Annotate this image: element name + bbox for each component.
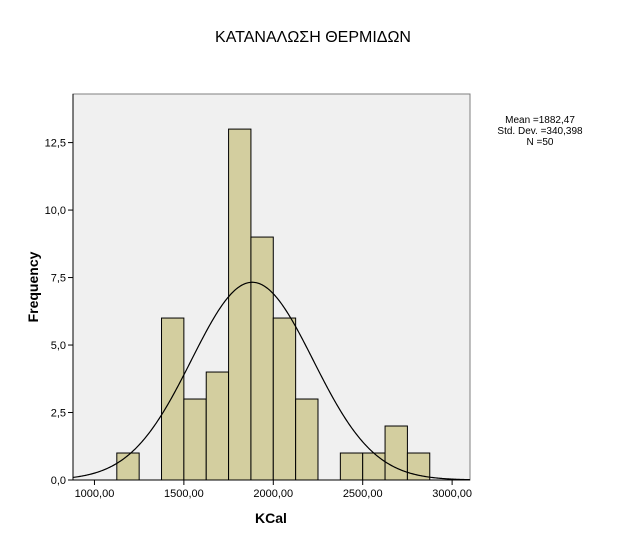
histogram-bar-0: [116, 452, 140, 481]
histogram-bar-9: [362, 452, 386, 481]
stats-n: N =50: [527, 137, 554, 148]
histogram-bar-1: [161, 317, 185, 481]
normal-curve: [72, 281, 471, 481]
histogram-bar-5: [250, 236, 274, 481]
histogram-bar-2: [183, 398, 207, 481]
y-tick-label-0: 0,0: [51, 475, 66, 487]
stats-box: Mean =1882,47 Std. Dev. =340,398 N =50: [497, 115, 583, 148]
y-tick-label-5: 12,5: [45, 138, 66, 150]
chart-title: ΚΑΤΑΝΑΛΩΣΗ ΘΕΡΜΙΔΩΝ: [215, 29, 411, 46]
histogram-bar-6: [272, 317, 297, 481]
x-tick-label-1: 1500,00: [164, 488, 204, 500]
y-tick-label-3: 7,5: [51, 273, 66, 285]
y-tick-label-4: 10,0: [45, 205, 66, 217]
x-axis-label: KCal: [255, 510, 287, 526]
histogram-bar-11: [406, 452, 431, 481]
histogram-bar-10: [384, 425, 408, 481]
histogram-bar-7: [295, 398, 319, 481]
stats-std-dev: Std. Dev. =340,398: [497, 126, 583, 137]
x-tick-label-3: 2500,00: [343, 488, 383, 500]
bars-group: [116, 128, 431, 481]
x-tick-label-0: 1000,00: [75, 488, 115, 500]
x-ticks-group: 1000,00 1500,00 2000,00 2500,00 3000,00: [75, 480, 472, 500]
stats-mean: Mean =1882,47: [505, 115, 575, 126]
axes-group: [72, 94, 470, 481]
histogram-bar-8: [339, 452, 364, 481]
x-tick-label-2: 2000,00: [253, 488, 293, 500]
y-ticks-group: 0,0 2,5 5,0 7,5 10,0 12,5: [45, 138, 73, 487]
x-tick-label-4: 3000,00: [432, 488, 472, 500]
y-tick-label-2: 5,0: [51, 340, 66, 352]
histogram-bar-3: [205, 371, 230, 481]
y-tick-label-1: 2,5: [51, 408, 66, 420]
histogram-bar-4: [228, 128, 252, 481]
y-axis-label: Frequency: [25, 251, 41, 322]
